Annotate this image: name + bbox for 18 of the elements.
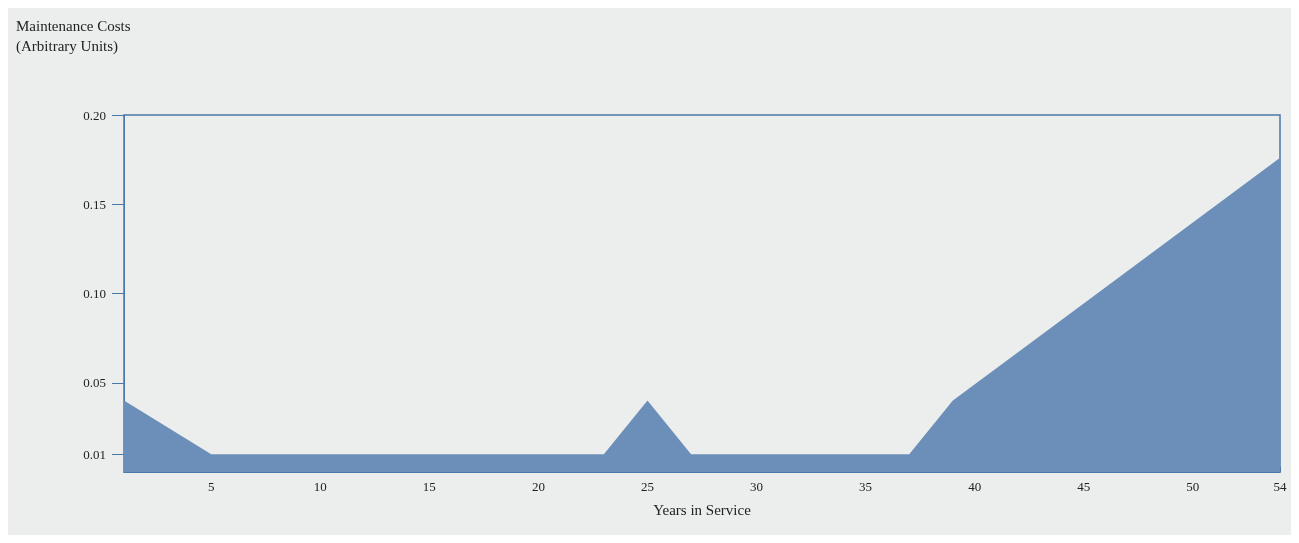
x-tick-label: 45 — [1077, 479, 1091, 494]
x-tick-label: 10 — [313, 479, 327, 494]
y-tick-label: 0.20 — [83, 107, 106, 123]
y-tick-label: 0.05 — [83, 375, 106, 391]
x-tick-label: 5 — [208, 479, 215, 494]
x-tick-label: 50 — [1186, 479, 1200, 494]
x-tick-label: 30 — [750, 479, 764, 494]
y-tick-label: 0.01 — [83, 446, 106, 462]
x-tick-label: 15 — [422, 479, 436, 494]
x-tick-label: 20 — [531, 479, 545, 494]
x-tick-label: 35 — [859, 479, 873, 494]
x-tick-label: 40 — [968, 479, 982, 494]
x-tick-label: 54 — [1273, 479, 1287, 494]
y-tick-label: 0.10 — [83, 286, 106, 301]
x-axis-title: Years in Service — [653, 501, 752, 518]
y-tick-label: 0.15 — [83, 196, 106, 212]
x-tick-label: 25 — [640, 479, 654, 494]
y-axis-title: Maintenance Costs (Arbitrary Units) — [16, 18, 135, 55]
